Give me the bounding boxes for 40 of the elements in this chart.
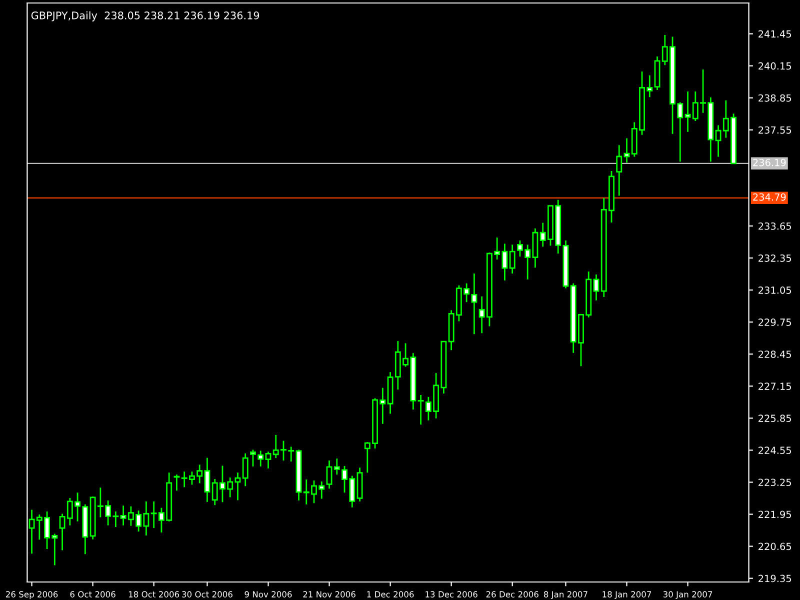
y-tick-label: 228.45	[758, 350, 791, 358]
x-tick-label: 6 Oct 2006	[70, 591, 116, 598]
candlestick	[265, 450, 272, 470]
candlestick	[616, 144, 622, 196]
ref-line-label: 236.19	[753, 158, 786, 166]
candlestick	[242, 452, 248, 487]
candlestick	[326, 460, 332, 490]
y-tick-label: 231.05	[758, 286, 791, 294]
y-tick-label: 241.45	[758, 30, 791, 38]
y-tick-label: 229.75	[758, 318, 791, 326]
y-tick-label: 221.95	[758, 510, 791, 518]
x-tick-label: 26 Sep 2006	[6, 591, 58, 600]
x-tick-label: 1 Dec 2006	[367, 591, 414, 598]
y-tick-label: 223.25	[758, 478, 791, 486]
x-tick-label: 26 Dec 2006	[486, 591, 538, 598]
y-tick-label: 240.15	[758, 62, 791, 70]
candlestick	[624, 138, 630, 164]
text: GBPJPY,Daily 238.05 238.21 236.19 236.19	[31, 11, 260, 22]
candlestick	[418, 394, 424, 426]
x-tick-label: 21 Nov 2006	[303, 591, 356, 598]
x-tick-label: 13 Dec 2006	[426, 591, 478, 598]
y-tick-label: 233.65	[758, 222, 791, 230]
candlestick	[174, 474, 180, 492]
y-tick-label: 237.55	[758, 126, 791, 134]
y-tick-label: 224.55	[758, 446, 791, 454]
y-tick-label: 232.35	[758, 254, 791, 262]
x-tick-label: 30 Oct 2006	[182, 591, 232, 598]
y-tick-label: 220.65	[758, 542, 791, 550]
x-tick-label: 9 Nov 2006	[244, 591, 292, 598]
y-tick-label: 238.85	[758, 94, 791, 102]
y-tick-label: 227.15	[758, 382, 791, 390]
candlestick	[509, 244, 516, 274]
y-tick-label: 225.85	[758, 414, 791, 422]
y-tick-label: 219.35	[758, 574, 791, 582]
candlestick	[593, 274, 600, 302]
x-tick-label: 18 Jan 2007	[602, 591, 652, 600]
x-tick-label: 18 Oct 2006	[128, 591, 180, 598]
x-tick-label: 30 Jan 2007	[663, 591, 712, 600]
x-tick-label: 8 Jan 2007	[544, 591, 588, 600]
ref-line-label: 234.79	[753, 193, 786, 201]
